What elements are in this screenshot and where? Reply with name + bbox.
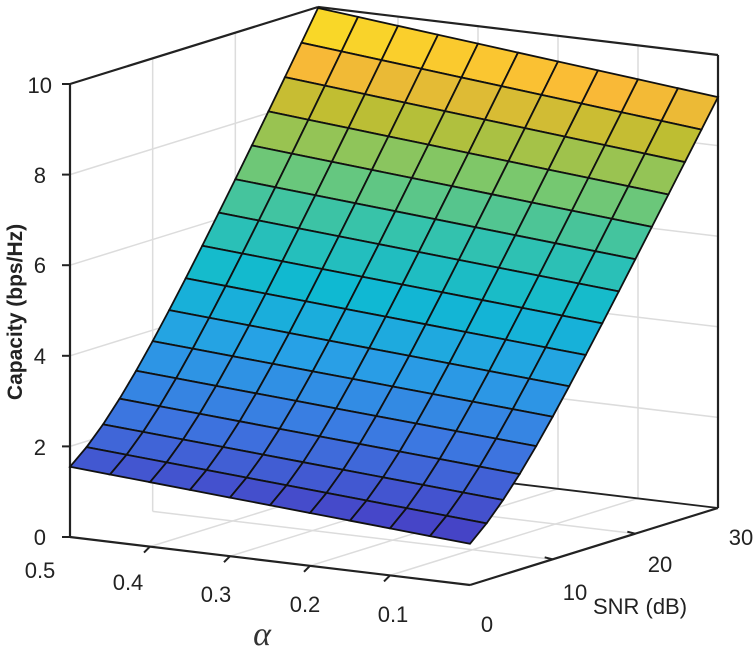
alpha-axis-title: α bbox=[253, 616, 272, 653]
axis-ticks bbox=[62, 83, 636, 583]
alpha-tick-labels: 0.5 0.4 0.3 0.2 0.1 0 bbox=[25, 558, 493, 637]
z-tick-2: 2 bbox=[34, 435, 46, 460]
z-tick-0: 0 bbox=[34, 525, 46, 550]
alpha-tick-0.2: 0.2 bbox=[290, 592, 321, 617]
z-tick-10: 10 bbox=[28, 73, 52, 98]
snr-tick-labels: 0 10 20 30 bbox=[563, 525, 753, 605]
z-tick-4: 4 bbox=[34, 344, 46, 369]
z-tick-labels: 0 2 4 6 8 10 bbox=[28, 73, 52, 550]
snr-tick-20: 20 bbox=[648, 552, 672, 577]
snr-axis-title: SNR (dB) bbox=[593, 594, 687, 619]
snr-tick-30: 30 bbox=[729, 525, 753, 550]
alpha-tick-0.5: 0.5 bbox=[25, 558, 56, 583]
z-tick-8: 8 bbox=[34, 163, 46, 188]
alpha-tick-0: 0 bbox=[481, 612, 493, 637]
snr-tick-10: 10 bbox=[563, 580, 587, 605]
z-tick-6: 6 bbox=[34, 253, 46, 278]
alpha-tick-0.1: 0.1 bbox=[378, 602, 409, 627]
z-axis-title: Capacity (bps/Hz) bbox=[4, 224, 27, 400]
alpha-tick-0.3: 0.3 bbox=[201, 582, 232, 607]
surface-patch bbox=[428, 514, 489, 545]
capacity-surface bbox=[68, 6, 720, 545]
alpha-tick-0.4: 0.4 bbox=[113, 570, 144, 595]
